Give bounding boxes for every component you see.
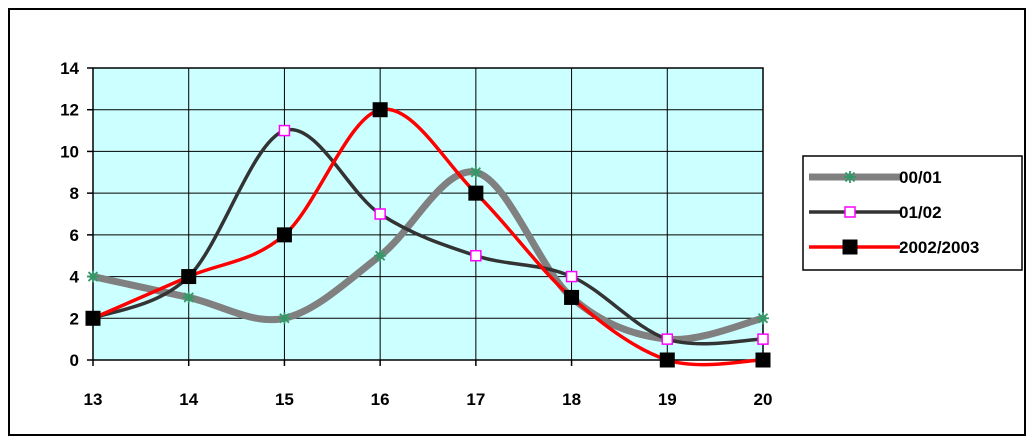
x-tick-label: 13 — [84, 390, 103, 409]
plot-area — [92, 67, 764, 361]
data-point — [469, 166, 482, 179]
y-tick-label: 6 — [70, 226, 79, 245]
legend-marker — [844, 171, 856, 183]
series-line — [89, 168, 767, 344]
y-tick-label: 14 — [60, 59, 79, 78]
data-point — [87, 270, 99, 283]
data-point — [757, 312, 769, 325]
x-tick-label: 19 — [658, 390, 677, 409]
y-tick-label: 4 — [70, 268, 80, 287]
y-tick-label: 0 — [70, 351, 79, 370]
data-point — [468, 185, 484, 201]
x-tick-label: 20 — [754, 390, 773, 409]
y-axis: 0 2 4 6 8 10 12 14 — [60, 59, 93, 370]
data-point — [374, 208, 386, 220]
x-tick-label: 15 — [275, 390, 294, 409]
legend-label: 01/02 — [899, 203, 942, 222]
x-tick-label: 14 — [179, 390, 198, 409]
legend-marker — [842, 239, 858, 255]
data-point — [278, 124, 291, 137]
legend-label: 00/01 — [899, 168, 942, 187]
data-point — [470, 249, 482, 262]
x-tick-label: 16 — [371, 390, 390, 409]
data-point — [564, 289, 580, 305]
y-tick-label: 8 — [70, 184, 79, 203]
data-point — [757, 333, 769, 345]
legend-label: 2002/2003 — [899, 238, 979, 257]
legend-marker — [844, 206, 856, 218]
legend: 00/01 01/02 2002/2003 — [802, 155, 1023, 271]
data-point — [374, 249, 387, 262]
data-point — [182, 291, 195, 304]
data-point — [659, 352, 675, 368]
series-line — [91, 127, 765, 346]
data-point — [565, 270, 578, 283]
data-point — [755, 352, 771, 368]
y-tick-label: 10 — [60, 142, 79, 161]
data-point — [85, 310, 101, 326]
x-tick-label: 17 — [466, 390, 485, 409]
x-tick-label: 18 — [562, 390, 581, 409]
data-point — [278, 312, 291, 325]
series-layer — [85, 102, 771, 368]
y-tick-label: 12 — [60, 101, 79, 120]
data-point — [276, 227, 292, 243]
y-tick-label: 2 — [70, 309, 79, 328]
data-point — [181, 269, 197, 285]
series-line — [91, 107, 765, 367]
data-point — [372, 102, 388, 118]
x-axis: 13 14 15 16 17 18 19 20 — [84, 360, 773, 409]
data-point — [661, 333, 674, 345]
